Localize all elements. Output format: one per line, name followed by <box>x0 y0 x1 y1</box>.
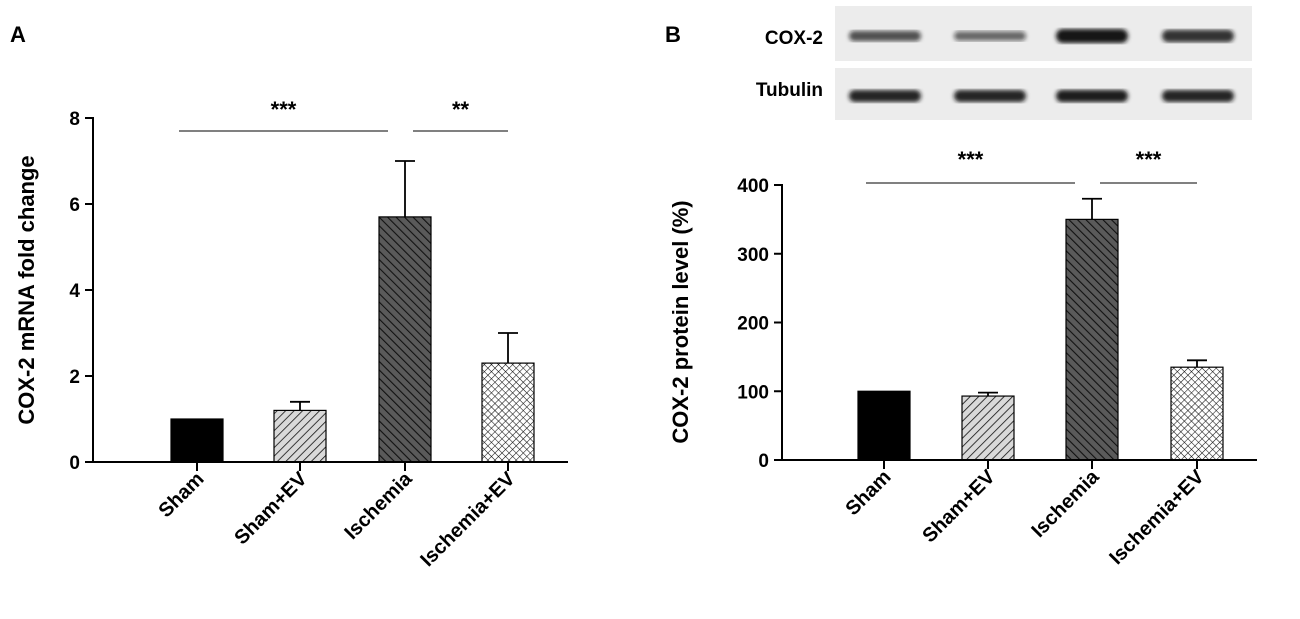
blot-band-cox2-lane-3 <box>1162 29 1234 43</box>
blot-band-tubulin-lane-0 <box>849 90 921 102</box>
significance-label-a-1: ** <box>452 97 470 122</box>
category-label-b-3: Ischemia+EV <box>1105 466 1209 570</box>
chart-panel-b: 0 100 200 300 400 Sham Sham+EV Ischemia Ischemia… <box>668 147 1257 569</box>
y-tick-label-b-0: 0 <box>758 451 769 472</box>
category-label-b-0: Sham <box>841 466 895 520</box>
blot-band-tubulin-lane-2 <box>1056 89 1128 103</box>
bar-a-1 <box>273 409 327 463</box>
y-axis-label-a: COX-2 mRNA fold change <box>14 155 39 424</box>
significance-label-a-0: *** <box>271 97 297 122</box>
panel-letter-b: B <box>665 22 681 47</box>
panel-letter-a: A <box>10 22 26 47</box>
category-label-a-2: Ischemia <box>340 467 417 544</box>
bar-a-0 <box>170 418 224 463</box>
chart-panel-a: 0 2 4 6 8 Sham Sham+EV Ischemia Ischemia+EV COX-2… <box>14 97 568 571</box>
bar-a-2 <box>378 216 432 463</box>
category-label-a-1: Sham+EV <box>230 468 312 550</box>
bar-b-1 <box>961 395 1015 461</box>
y-tick-label-a-2: 4 <box>69 281 80 302</box>
category-label-b-2: Ischemia <box>1027 465 1104 542</box>
significance-label-b-0: *** <box>958 147 984 172</box>
blot-band-cox2-lane-2 <box>1056 29 1128 43</box>
bar-a-3 <box>481 362 535 463</box>
significance-label-b-1: *** <box>1136 147 1162 172</box>
y-tick-label-a-1: 2 <box>69 367 80 388</box>
y-tick-label-b-3: 300 <box>737 245 769 266</box>
category-label-b-1: Sham+EV <box>918 466 1000 548</box>
blot-band-tubulin-lane-1 <box>954 90 1026 102</box>
bar-b-0 <box>857 390 911 461</box>
blot-label-cox2: COX-2 <box>765 28 823 49</box>
western-blot: COX-2 Tubulin <box>756 6 1252 120</box>
y-tick-label-a-3: 6 <box>69 195 80 216</box>
category-label-a-0: Sham <box>154 468 208 522</box>
y-tick-label-a-4: 8 <box>69 109 80 130</box>
blot-label-tubulin: Tubulin <box>756 80 823 101</box>
category-label-a-3: Ischemia+EV <box>416 468 520 572</box>
y-tick-label-b-2: 200 <box>737 314 769 335</box>
blot-band-tubulin-lane-3 <box>1162 90 1234 102</box>
bar-b-3 <box>1170 366 1224 461</box>
y-tick-label-b-1: 100 <box>737 382 769 403</box>
bar-b-2 <box>1065 218 1119 461</box>
y-tick-label-b-4: 400 <box>737 176 769 197</box>
y-axis-label-b: COX-2 protein level (%) <box>668 200 693 443</box>
y-tick-label-a-0: 0 <box>69 453 80 474</box>
blot-band-cox2-lane-1 <box>954 31 1026 41</box>
blot-band-cox2-lane-0 <box>849 30 921 42</box>
